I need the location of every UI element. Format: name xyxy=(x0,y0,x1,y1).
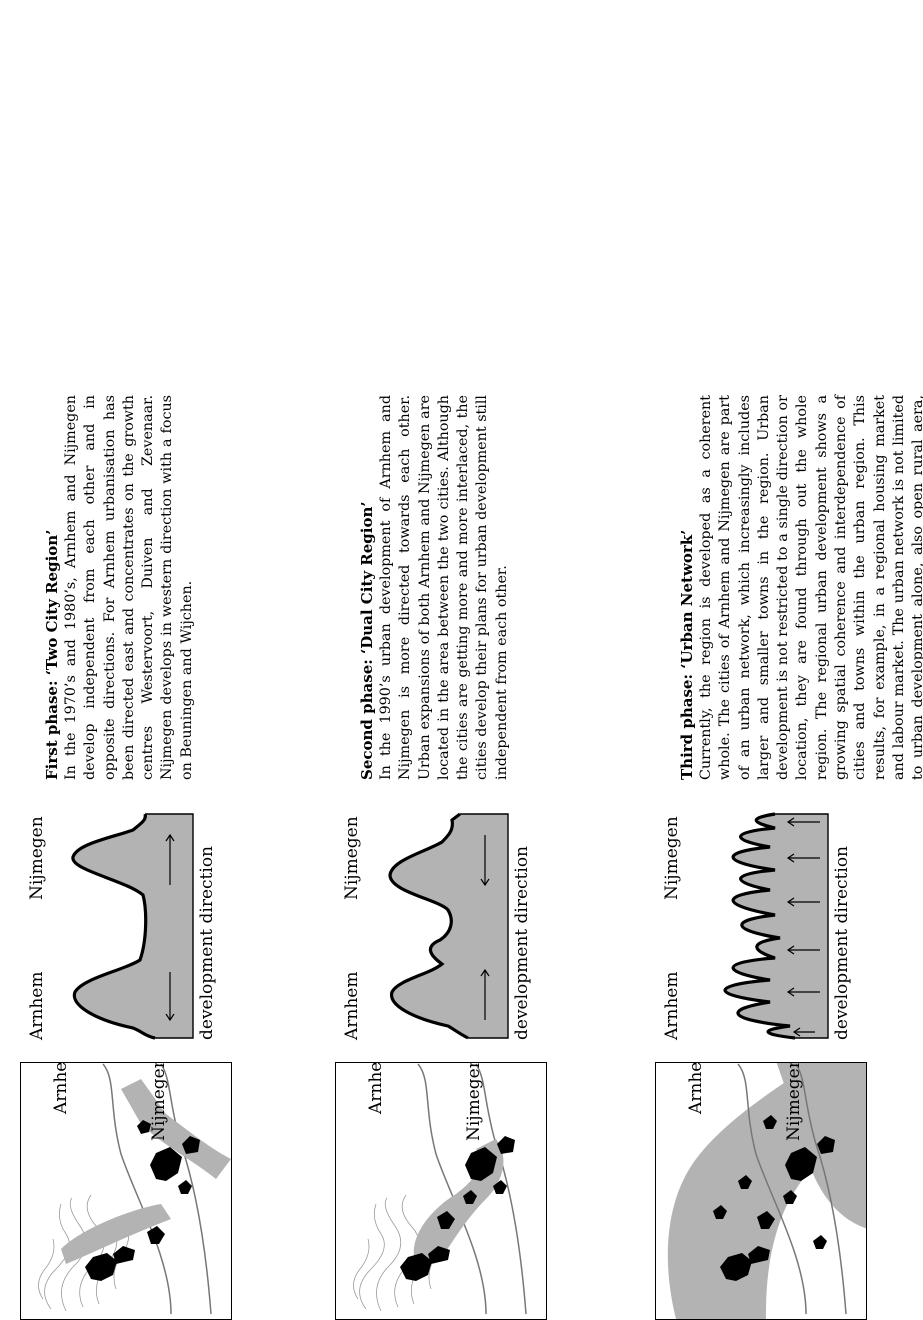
nijmegen-growth-zone xyxy=(121,1079,231,1179)
profile-baseline xyxy=(145,813,194,1039)
phase3-map: Arnhem Nijmegen xyxy=(655,1062,867,1320)
phase3-description: Third phase: ‘Urban Network’ Currently, … xyxy=(677,395,923,780)
direction-arrows xyxy=(480,835,490,1020)
phase3-map-drawing xyxy=(667,1062,867,1319)
development-profile-line xyxy=(388,812,469,1040)
phase1-description: First phase: ‘Two City Region’ In the 19… xyxy=(42,395,197,780)
profile-baseline xyxy=(775,813,829,1039)
map-label-arnhem: Arnhem xyxy=(686,1062,706,1114)
map-label-arnhem: Arnhem xyxy=(366,1062,386,1114)
profile-caption: development direction xyxy=(832,845,852,1040)
phase1-profile: Arnhem Nijmegen development direction xyxy=(15,800,230,1050)
development-profile-area xyxy=(725,814,828,1038)
development-profile-line xyxy=(723,812,796,1040)
map-label-nijmegen: Nijmegen xyxy=(149,1062,169,1141)
river-rhine xyxy=(102,1063,172,1315)
phase2-text: In the 1990’s urban development of Arnhe… xyxy=(378,395,510,780)
phase1-map-drawing xyxy=(38,1063,231,1315)
phase2-profile: Arnhem Nijmegen development direction xyxy=(330,800,545,1050)
development-profile-area xyxy=(72,814,193,1038)
phase3-text: Currently, the region is developed as a … xyxy=(698,395,923,780)
direction-arrows xyxy=(786,817,820,1037)
phase1-map: Arnhem Nijmegen xyxy=(20,1062,232,1320)
river-waal xyxy=(795,1063,847,1315)
phase3-profile: Arnhem Nijmegen development direction xyxy=(650,800,865,1050)
phase1-text: In the 1970’s and 1980’s, Arnhem and Nij… xyxy=(63,395,195,780)
phase2-map-drawing xyxy=(353,1063,527,1315)
profile-caption: development direction xyxy=(512,845,532,1040)
phase1-profile-chart xyxy=(71,813,194,1040)
phase2-description: Second phase: ‘Dual City Region’ In the … xyxy=(357,395,512,780)
river-rhine xyxy=(417,1063,487,1315)
phase1-title: First phase: ‘Two City Region’ xyxy=(43,529,61,780)
direction-arrows xyxy=(165,833,175,1022)
phase2-map: Arnhem Nijmegen xyxy=(335,1062,547,1320)
phase3-profile-chart xyxy=(723,812,829,1040)
map-label-nijmegen: Nijmegen xyxy=(464,1062,484,1141)
urban-areas xyxy=(713,1115,835,1281)
development-profile-line xyxy=(71,813,156,1040)
development-profile-area xyxy=(390,814,508,1038)
phase2-title: Second phase: ‘Dual City Region’ xyxy=(358,501,376,780)
map-label-arnhem: Arnhem xyxy=(51,1062,71,1114)
urban-areas xyxy=(85,1120,200,1281)
map-label-nijmegen: Nijmegen xyxy=(784,1062,804,1141)
profile-baseline xyxy=(460,813,509,1039)
phase3-title: Third phase: ‘Urban Network’ xyxy=(678,529,696,780)
river-rhine xyxy=(737,1063,807,1315)
arnhem-growth-zone xyxy=(61,1204,171,1264)
urban-areas xyxy=(400,1136,515,1281)
phase2-profile-chart xyxy=(388,812,509,1040)
profile-caption: development direction xyxy=(197,845,217,1040)
